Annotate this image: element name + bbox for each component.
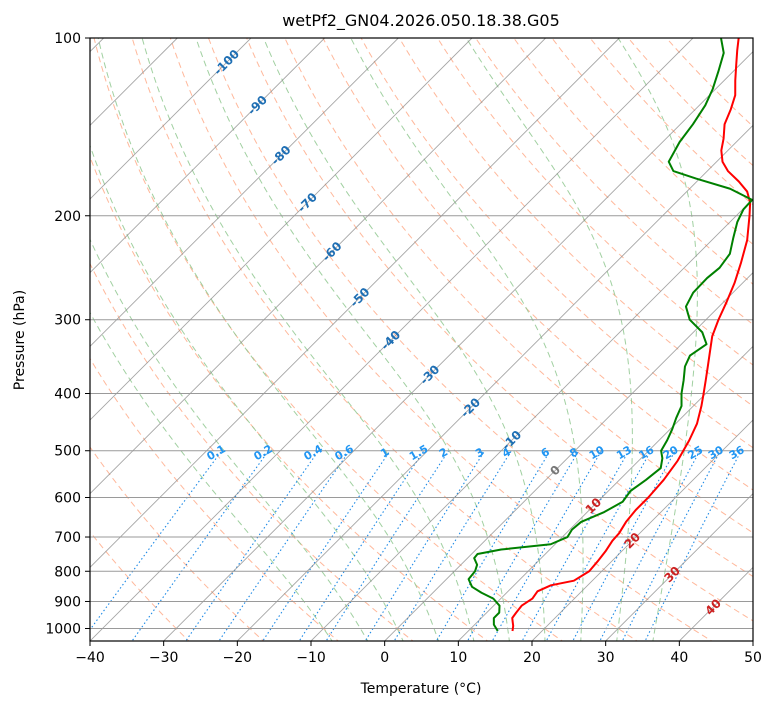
mixing-ratio-line: [435, 450, 551, 641]
isotherm-line: [90, 38, 325, 274]
y-tick-label: 100: [54, 31, 81, 47]
y-tick-label: 400: [54, 387, 81, 403]
dry-adiabat: [90, 262, 414, 641]
x-tick-label: 10: [449, 650, 467, 666]
mixing-ratio-lines: [90, 450, 742, 641]
y-tick-label: 900: [54, 594, 81, 610]
mixing-ratio-line: [364, 450, 486, 641]
y-axis: 100 200 300 400 500 600 700 800 900 1000: [45, 31, 90, 637]
y-tick-label: 1000: [45, 621, 81, 637]
isotherms: [90, 38, 753, 641]
isotherm-line: [90, 38, 546, 495]
isotherm-line: [90, 38, 620, 568]
y-tick-label: 800: [54, 564, 81, 580]
isotherm-line: [90, 38, 694, 641]
plot-frame: [89, 37, 754, 642]
moist-adiabat: [90, 238, 369, 641]
x-tick-label: 30: [597, 650, 615, 666]
isotherm-line: [163, 51, 753, 641]
mixing-ratio-line: [325, 450, 450, 641]
isotherm-line: [90, 38, 252, 200]
x-tick-label: 50: [744, 650, 762, 666]
isotherm-line: [384, 272, 753, 641]
dry-adiabat: [90, 155, 489, 641]
isotherm-line: [310, 198, 753, 641]
x-tick-label: −40: [75, 650, 105, 666]
y-tick-label: 600: [54, 490, 81, 506]
y-tick-label: 300: [54, 313, 81, 329]
mixing-ratio-line: [599, 450, 701, 641]
x-axis-label: Temperature (°C): [360, 681, 482, 697]
mixing-ratio-line: [545, 450, 652, 641]
y-tick-label: 200: [54, 209, 81, 225]
mixing-ratio-line: [262, 450, 391, 641]
x-tick-label: 20: [523, 650, 541, 666]
isotherm-line: [237, 124, 753, 641]
x-tick-label: 40: [670, 650, 688, 666]
mixing-ratio-line: [185, 450, 320, 641]
mixing-ratio-line: [466, 450, 580, 641]
x-tick-label: −20: [223, 650, 253, 666]
isotherm-line: [531, 419, 753, 641]
dewpoint-line: [467, 38, 753, 632]
isotherm-line: [90, 38, 473, 421]
mixing-ratio-line: [298, 450, 425, 641]
isobars: [90, 38, 753, 629]
mixing-ratio-line: [90, 450, 223, 631]
isotherm-line: [90, 38, 399, 347]
y-axis-label: Pressure (hPa): [12, 290, 28, 390]
x-axis: −40 −30 −20 −10 0 10 20 30 40 50: [75, 641, 762, 666]
chart-title: wetPf2_GN04.2026.050.18.38.G05: [282, 11, 560, 31]
mixing-ratio-line: [218, 450, 350, 641]
x-tick-label: −10: [296, 650, 326, 666]
x-tick-label: 0: [380, 650, 389, 666]
temperature-line: [511, 38, 752, 632]
mixing-ratio-line: [131, 450, 270, 641]
sounding-series: [467, 38, 753, 632]
x-tick-label: −30: [149, 650, 179, 666]
dry-adiabat: [474, 38, 753, 326]
isotherm-line: [605, 493, 753, 641]
y-tick-label: 700: [54, 530, 81, 546]
y-tick-label: 500: [54, 444, 81, 460]
